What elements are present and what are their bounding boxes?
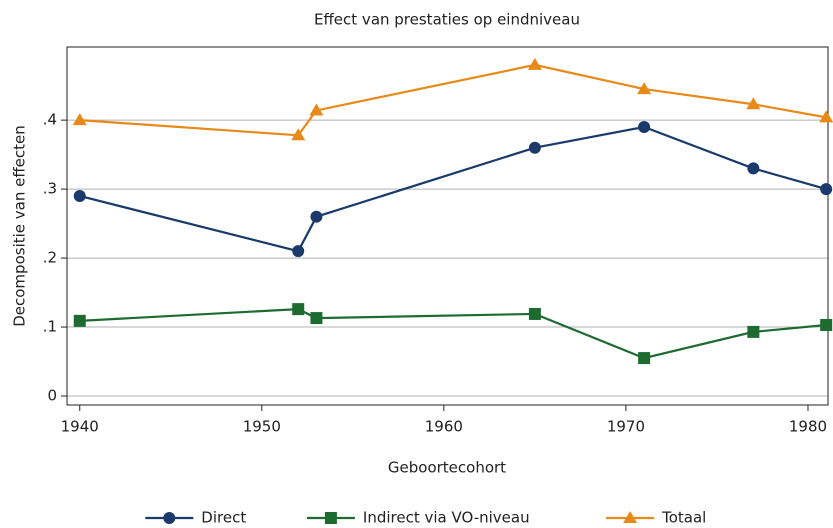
series-line: [79, 63, 827, 137]
data-point: [747, 162, 760, 175]
data-point: [73, 314, 86, 327]
y-tick-label: .2: [43, 249, 57, 267]
data-point: [820, 318, 833, 331]
legend-label: Indirect via VO-niveau: [363, 509, 530, 527]
x-tick-label: 1970: [607, 418, 645, 436]
y-tick-label: .1: [43, 318, 57, 336]
legend-marker: [324, 512, 337, 524]
y-tick-label: 0: [47, 387, 57, 405]
data-point: [528, 141, 541, 154]
data-point: [72, 113, 87, 126]
legend-label: Totaal: [661, 509, 706, 527]
x-tick-label: 1950: [243, 418, 281, 436]
y-tick-label: .4: [43, 111, 57, 129]
y-axis-label: Decompositie van effecten: [11, 125, 29, 327]
series-line: [79, 308, 827, 360]
plot-frame: [66, 46, 829, 406]
x-tick-label: 1980: [789, 418, 827, 436]
data-point: [291, 128, 306, 141]
legend-label: Direct: [201, 509, 246, 527]
data-point: [292, 245, 305, 258]
data-point: [527, 57, 542, 70]
x-axis-label: Geboortecohort: [388, 459, 506, 477]
data-point: [637, 82, 652, 95]
data-point: [309, 103, 324, 116]
data-point: [638, 121, 651, 134]
data-point: [819, 110, 833, 123]
x-tick-label: 1940: [61, 418, 99, 436]
data-point: [292, 303, 305, 316]
legend-marker: [623, 511, 638, 523]
legend-marker: [163, 512, 176, 524]
chart-title: Effect van prestaties op eindniveau: [314, 11, 580, 29]
data-point: [820, 183, 833, 196]
x-tick-label: 1960: [425, 418, 463, 436]
data-point: [528, 307, 541, 320]
y-tick-label: .3: [43, 180, 57, 198]
data-point: [746, 97, 761, 110]
data-point: [310, 210, 323, 223]
data-point: [310, 312, 323, 325]
data-point: [747, 325, 760, 338]
data-point: [638, 352, 651, 365]
data-point: [73, 189, 86, 202]
